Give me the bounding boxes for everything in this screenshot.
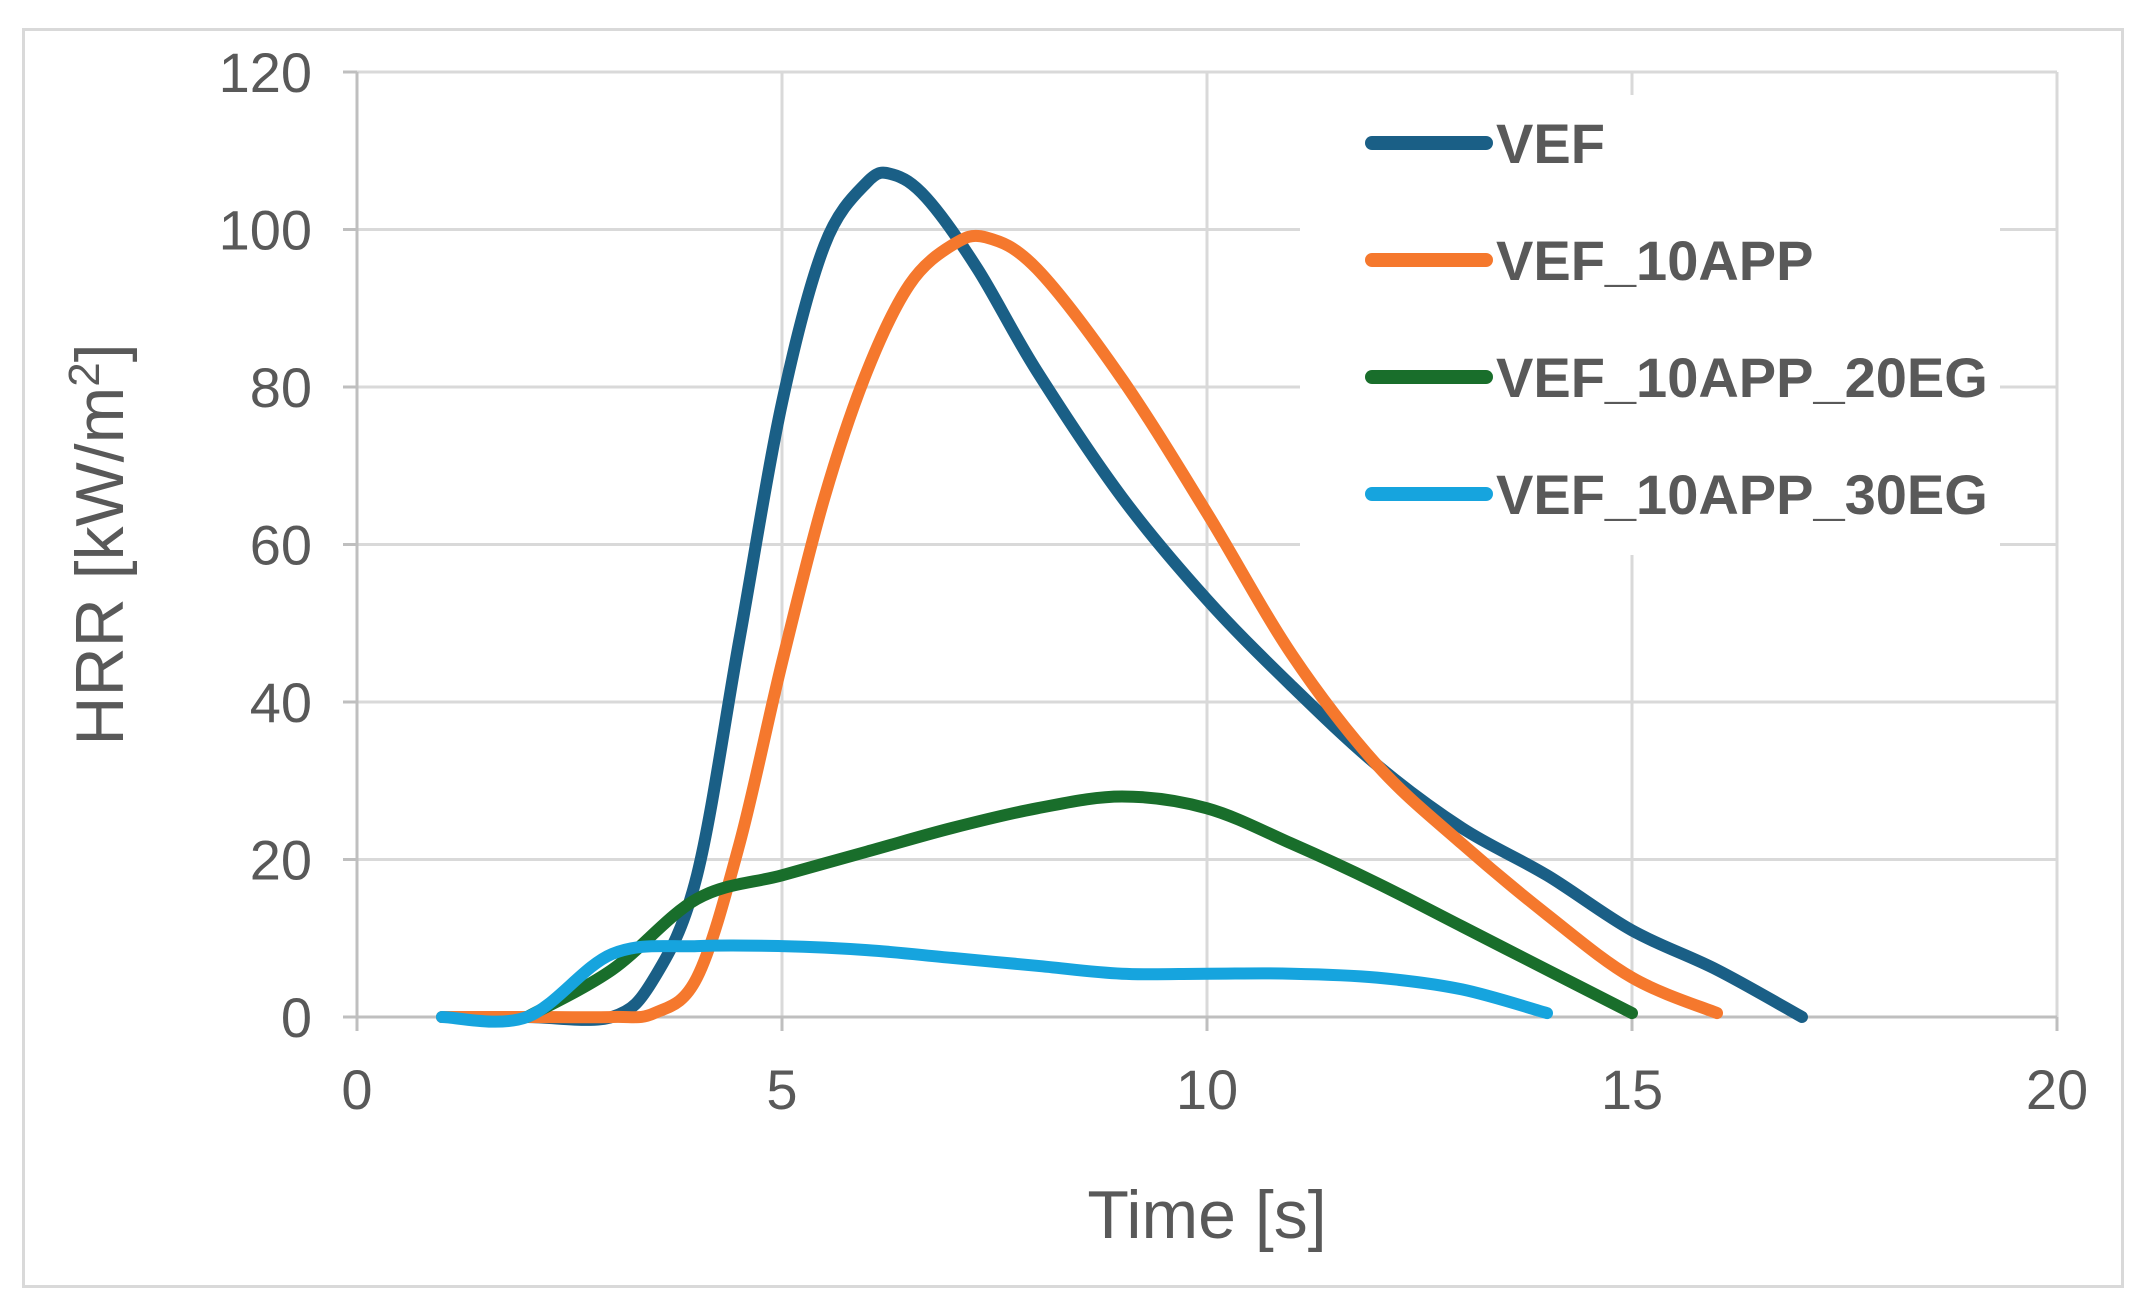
series-line-vef-10app	[436, 229, 1723, 1024]
legend-label-vef-10app-30eg: VEF_10APP_30EG	[1496, 463, 1988, 526]
legend-label-vef: VEF	[1496, 112, 1605, 175]
legend-background	[1300, 95, 2000, 555]
series-line-vef-10app-20eg	[521, 790, 1638, 1023]
legend-label-vef-10app: VEF_10APP	[1496, 229, 1814, 292]
x-axis-title: Time [s]	[1087, 1177, 1326, 1253]
series-line-vef	[436, 166, 1808, 1026]
y-tick-label: 40	[250, 671, 312, 734]
legend-label-vef-10app-20eg: VEF_10APP_20EG	[1496, 346, 1988, 409]
x-tick-label: 10	[1176, 1058, 1238, 1121]
x-tick-label: 15	[1601, 1058, 1663, 1121]
y-tick-label: 80	[250, 356, 312, 419]
x-tick-label: 0	[341, 1058, 372, 1121]
y-tick-label: 0	[281, 986, 312, 1049]
series-lines	[436, 166, 1808, 1028]
y-tick-label: 100	[219, 199, 312, 262]
x-tick-label: 5	[766, 1058, 797, 1121]
tick-labels: 0 20 40 60 80 100 120 0 5 10 15 20	[219, 41, 2089, 1121]
x-tick-label: 20	[2026, 1058, 2088, 1121]
series-line-vef-10app-30eg	[436, 939, 1553, 1028]
legend: VEF VEF_10APP VEF_10APP_20EG VEF_10APP_30EG	[1365, 112, 1988, 526]
y-tick-label: 20	[250, 829, 312, 892]
y-axis-title: HRR [kW/m2]	[60, 343, 138, 745]
y-tick-label: 60	[250, 514, 312, 577]
y-tick-label: 120	[219, 41, 312, 104]
